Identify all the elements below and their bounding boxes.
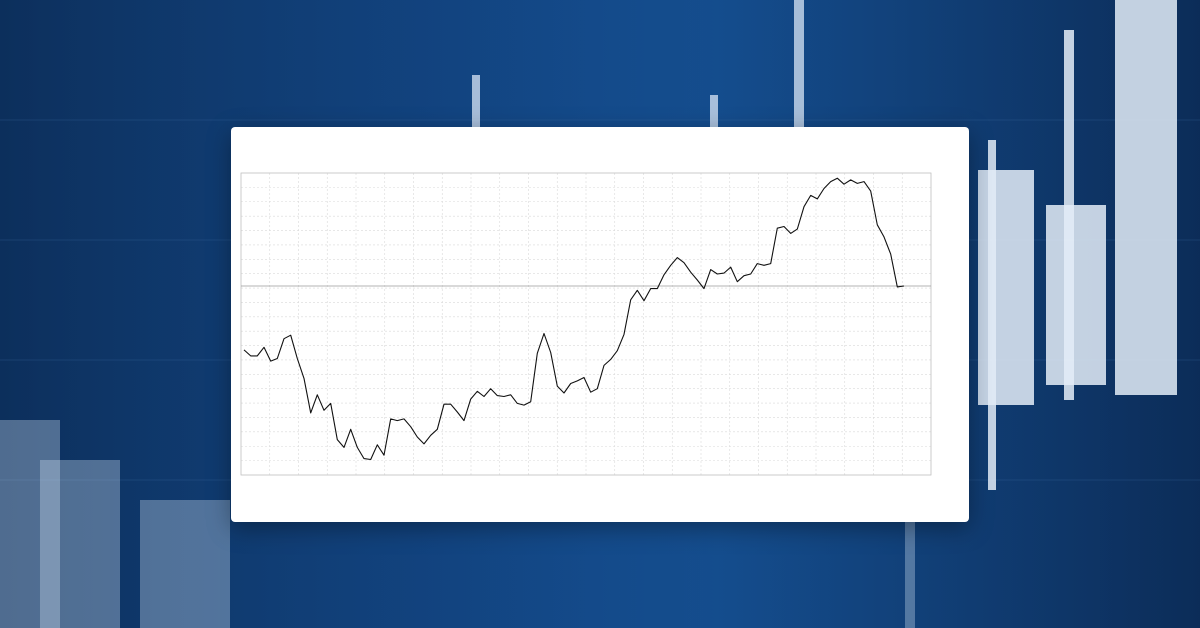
- chart-card: [231, 127, 969, 522]
- series-line: [243, 177, 905, 461]
- series-group: [243, 177, 905, 461]
- plot-frame: [240, 172, 932, 476]
- chart-grid: [241, 173, 931, 475]
- price-line-chart: [240, 172, 932, 476]
